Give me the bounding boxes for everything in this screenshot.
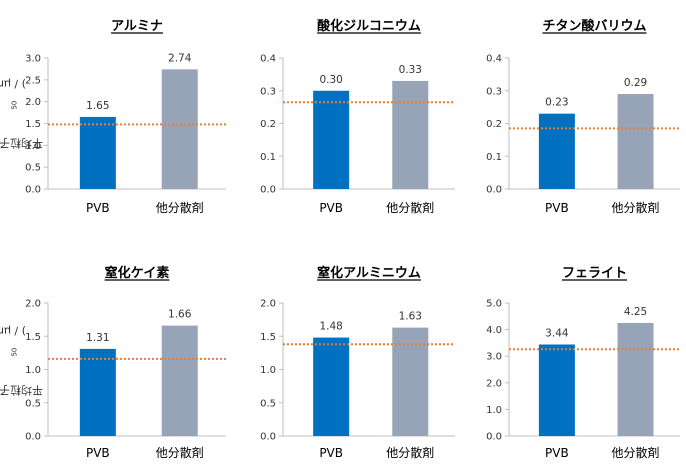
bar-2-other — [392, 80, 429, 189]
y-tick-label: 0.0 — [260, 185, 276, 196]
bar-1-pvb — [79, 116, 116, 189]
y-tick-label: 2.0 — [25, 299, 41, 310]
y-tick-label: 0.0 — [25, 185, 41, 196]
bar-2-pvb — [313, 90, 350, 189]
y-tick-label: 0.0 — [486, 185, 502, 196]
y-tick-label: 3.0 — [486, 352, 502, 363]
category-label: 他分散剤 — [156, 445, 204, 460]
y-tick-label: 0.2 — [486, 119, 502, 130]
category-label: PVB — [319, 201, 343, 215]
bar-5-pvb — [313, 337, 350, 436]
y-tick-label: 1.5 — [25, 119, 41, 130]
y-tick-label: 0.3 — [486, 86, 502, 97]
bar-value-label: 0.29 — [624, 77, 647, 89]
category-label: PVB — [319, 446, 343, 460]
y-tick-label: 0.5 — [25, 398, 41, 409]
bar-value-label: 4.25 — [624, 306, 647, 318]
category-label: PVB — [545, 201, 569, 215]
bar-value-label: 1.63 — [399, 311, 422, 323]
y-tick-label: 1.0 — [486, 405, 502, 416]
category-label: 他分散剤 — [386, 200, 434, 215]
y-tick-label: 2.0 — [260, 299, 276, 310]
bar-value-label: 0.23 — [545, 97, 568, 109]
category-label: 他分散剤 — [612, 445, 660, 460]
chart-title-3: チタン酸バリウム — [542, 18, 646, 34]
y-tick-label: 4.0 — [486, 325, 502, 336]
chart-title-5: 窒化アルミニウム — [317, 265, 421, 281]
chart-title-2: 酸化ジルコニウム — [317, 18, 421, 34]
bar-6-pvb — [538, 344, 575, 436]
bar-3-other — [617, 94, 654, 189]
bar-value-label: 1.66 — [168, 309, 192, 321]
bar-1-other — [161, 69, 198, 189]
category-label: PVB — [86, 446, 110, 460]
y-tick-label: 0.0 — [25, 432, 41, 443]
category-label: 他分散剤 — [156, 200, 204, 215]
y-tick-label: 1.0 — [260, 365, 276, 376]
y-tick-label: 1.5 — [25, 332, 41, 343]
category-label: PVB — [86, 201, 110, 215]
y-tick-label: 2.0 — [486, 378, 502, 389]
y-tick-label: 0.3 — [260, 86, 276, 97]
bar-value-label: 0.30 — [319, 74, 342, 86]
bar-value-label: 1.31 — [86, 332, 109, 344]
category-label: 他分散剤 — [386, 445, 434, 460]
y-tick-label: 1.0 — [25, 365, 41, 376]
y-tick-label: 2.0 — [25, 97, 41, 108]
bar-value-label: 0.33 — [399, 64, 422, 76]
bar-4-other — [161, 325, 198, 436]
y-tick-label: 0.4 — [486, 54, 502, 65]
y-tick-label: 0.5 — [260, 398, 276, 409]
bar-5-other — [392, 327, 429, 436]
category-label: 他分散剤 — [612, 200, 660, 215]
y-tick-label: 2.5 — [25, 75, 41, 86]
y-tick-label: 0.2 — [260, 119, 276, 130]
chart-title-6: フェライト — [562, 266, 627, 281]
bar-6-other — [617, 322, 654, 436]
y-tick-label: 0.0 — [260, 432, 276, 443]
y-tick-label: 0.5 — [25, 163, 41, 174]
y-tick-label: 0.1 — [260, 152, 276, 163]
category-label: PVB — [545, 446, 569, 460]
chart-title-1: アルミナ — [111, 19, 163, 34]
y-tick-label: 1.5 — [260, 332, 276, 343]
bar-value-label: 1.65 — [86, 100, 109, 112]
bar-value-label: 3.44 — [545, 327, 569, 339]
chart-title-4: 窒化ケイ素 — [105, 265, 170, 281]
bar-3-pvb — [538, 113, 575, 189]
bar-4-pvb — [79, 348, 116, 436]
y-tick-label: 0.1 — [486, 152, 502, 163]
bar-value-label: 1.48 — [319, 321, 342, 333]
y-tick-label: 1.0 — [25, 141, 41, 152]
y-tick-label: 5.0 — [486, 299, 502, 310]
y-tick-label: 3.0 — [25, 54, 41, 65]
y-tick-label: 0.0 — [486, 432, 502, 443]
bar-value-label: 2.74 — [168, 52, 192, 64]
y-tick-label: 0.4 — [260, 54, 276, 65]
